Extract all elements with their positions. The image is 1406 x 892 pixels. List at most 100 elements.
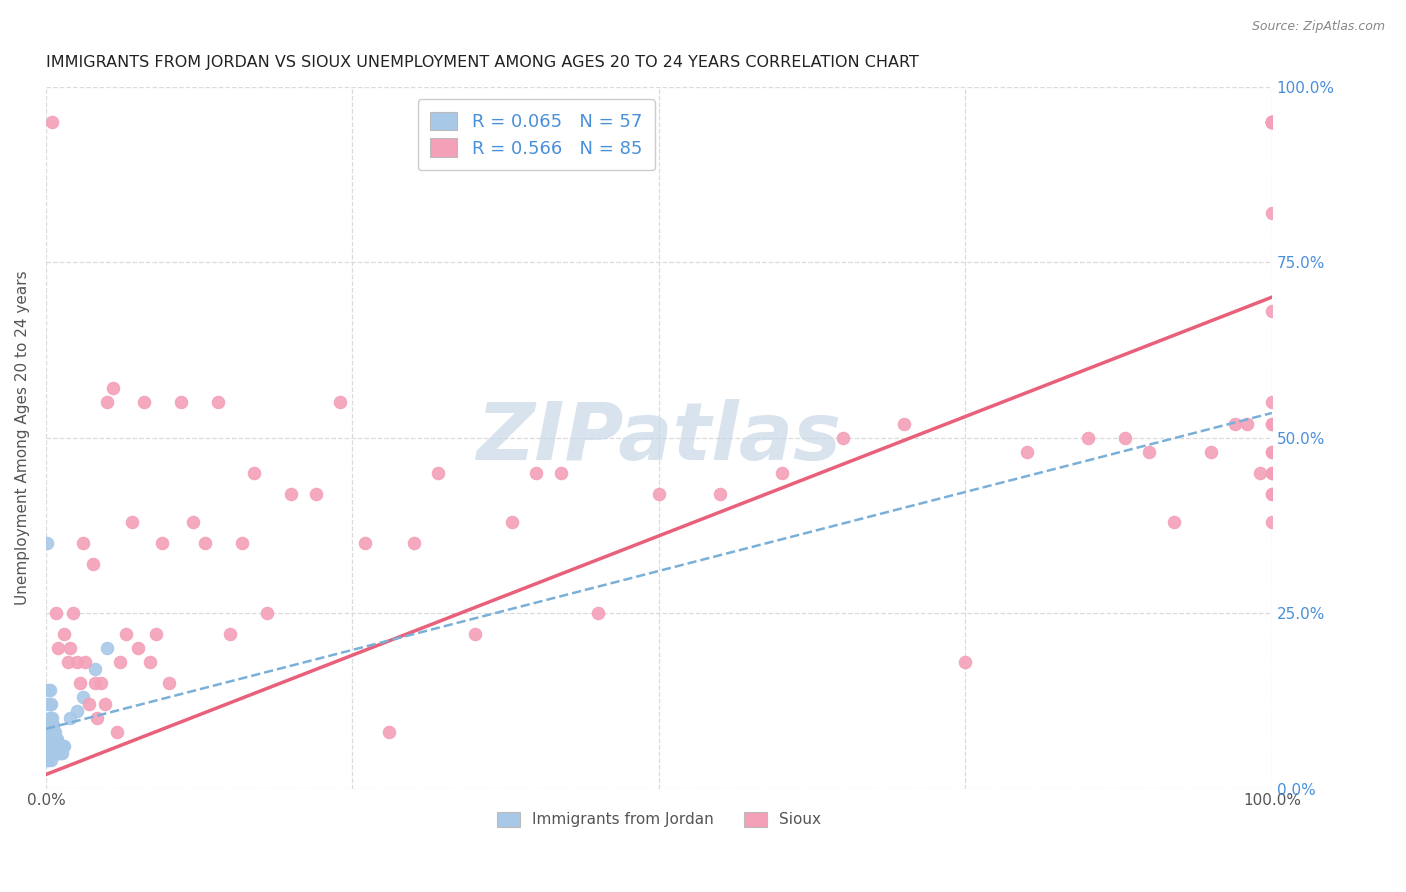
Point xyxy=(37,536,59,550)
Text: IMMIGRANTS FROM JORDAN VS SIOUX UNEMPLOYMENT AMONG AGES 20 TO 24 YEARS CORRELATI: IMMIGRANTS FROM JORDAN VS SIOUX UNEMPLOY… xyxy=(46,55,920,70)
Point xyxy=(84,676,107,690)
Point xyxy=(1199,444,1222,458)
Point xyxy=(45,606,67,620)
Point xyxy=(378,725,401,739)
Point xyxy=(37,732,59,747)
Point xyxy=(464,627,486,641)
Point xyxy=(75,655,97,669)
Point xyxy=(243,466,266,480)
Point xyxy=(86,711,108,725)
Point xyxy=(49,747,72,761)
Point xyxy=(39,711,62,725)
Point xyxy=(1261,515,1284,529)
Point xyxy=(427,466,450,480)
Point xyxy=(1261,114,1284,128)
Point xyxy=(65,655,87,669)
Point xyxy=(37,698,59,712)
Point xyxy=(1223,417,1246,431)
Point xyxy=(586,606,609,620)
Point xyxy=(1261,486,1284,500)
Point xyxy=(39,754,62,768)
Point xyxy=(39,747,62,761)
Point xyxy=(46,732,69,747)
Point xyxy=(1261,444,1284,458)
Point xyxy=(1077,431,1099,445)
Point xyxy=(65,704,87,718)
Point xyxy=(46,747,69,761)
Point xyxy=(550,466,572,480)
Point xyxy=(207,395,229,409)
Point xyxy=(41,732,63,747)
Point xyxy=(127,641,149,656)
Point xyxy=(42,747,65,761)
Point xyxy=(231,536,253,550)
Legend: Immigrants from Jordan, Sioux: Immigrants from Jordan, Sioux xyxy=(491,805,827,833)
Point xyxy=(39,718,62,732)
Point xyxy=(402,536,425,550)
Point xyxy=(648,486,671,500)
Point xyxy=(353,536,375,550)
Y-axis label: Unemployment Among Ages 20 to 24 years: Unemployment Among Ages 20 to 24 years xyxy=(15,270,30,605)
Point xyxy=(38,683,60,698)
Point xyxy=(77,698,100,712)
Point xyxy=(139,655,162,669)
Point xyxy=(41,747,63,761)
Point xyxy=(39,725,62,739)
Point xyxy=(38,698,60,712)
Point xyxy=(1261,304,1284,318)
Point xyxy=(52,739,75,754)
Point xyxy=(41,114,63,128)
Point xyxy=(37,725,59,739)
Point xyxy=(62,606,84,620)
Point xyxy=(44,725,66,739)
Point xyxy=(1261,417,1284,431)
Point xyxy=(1261,466,1284,480)
Point xyxy=(103,381,125,395)
Point xyxy=(38,739,60,754)
Point xyxy=(46,739,69,754)
Text: Source: ZipAtlas.com: Source: ZipAtlas.com xyxy=(1251,20,1385,33)
Point xyxy=(1261,206,1284,220)
Point xyxy=(1015,444,1038,458)
Point xyxy=(41,711,63,725)
Point xyxy=(72,690,94,705)
Point xyxy=(1236,417,1258,431)
Point xyxy=(157,676,180,690)
Point xyxy=(53,627,76,641)
Point xyxy=(46,641,69,656)
Point xyxy=(1261,395,1284,409)
Point xyxy=(121,515,143,529)
Point xyxy=(1261,444,1284,458)
Point xyxy=(84,662,107,676)
Point xyxy=(280,486,302,500)
Point xyxy=(893,417,915,431)
Point xyxy=(42,718,65,732)
Point xyxy=(56,655,79,669)
Point xyxy=(132,395,155,409)
Point xyxy=(256,606,278,620)
Point xyxy=(96,641,118,656)
Point xyxy=(46,747,69,761)
Point xyxy=(1261,486,1284,500)
Point xyxy=(44,747,66,761)
Point xyxy=(1261,417,1284,431)
Point xyxy=(114,627,136,641)
Point xyxy=(42,732,65,747)
Point xyxy=(45,739,67,754)
Point xyxy=(329,395,352,409)
Point xyxy=(1261,114,1284,128)
Point xyxy=(38,732,60,747)
Point xyxy=(1261,114,1284,128)
Point xyxy=(44,732,66,747)
Point xyxy=(831,431,853,445)
Point xyxy=(90,676,112,690)
Point xyxy=(37,754,59,768)
Point xyxy=(82,557,104,571)
Point xyxy=(59,641,82,656)
Point xyxy=(108,655,131,669)
Point xyxy=(37,747,59,761)
Point xyxy=(69,676,91,690)
Point xyxy=(41,718,63,732)
Point xyxy=(37,739,59,754)
Point xyxy=(501,515,523,529)
